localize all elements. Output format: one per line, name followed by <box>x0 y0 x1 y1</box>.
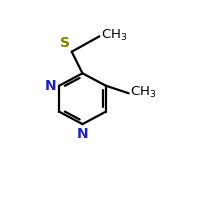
Text: N: N <box>77 127 88 141</box>
Text: S: S <box>60 36 70 50</box>
Text: CH$_3$: CH$_3$ <box>130 85 157 100</box>
Text: CH$_3$: CH$_3$ <box>101 28 127 43</box>
Text: N: N <box>45 79 56 93</box>
